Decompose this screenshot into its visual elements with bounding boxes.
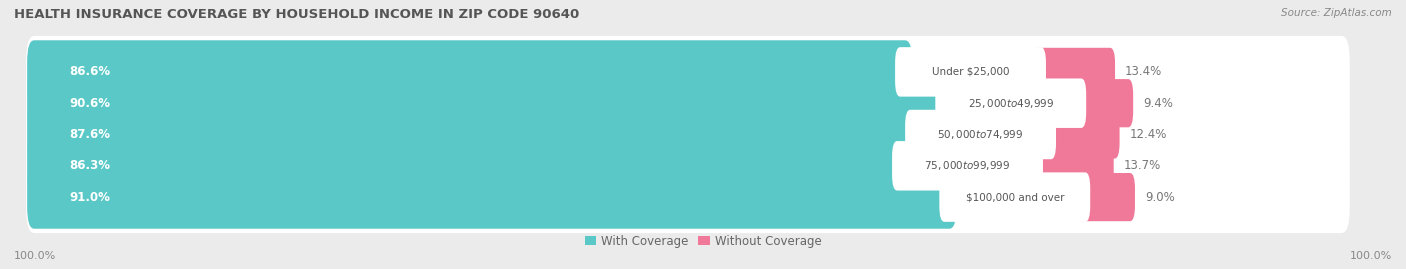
FancyBboxPatch shape [27,36,1350,108]
FancyBboxPatch shape [27,134,910,197]
Text: 12.4%: 12.4% [1129,128,1167,141]
FancyBboxPatch shape [27,103,922,166]
Text: $75,000 to $99,999: $75,000 to $99,999 [924,159,1011,172]
FancyBboxPatch shape [27,161,1350,233]
Text: 100.0%: 100.0% [14,251,56,261]
Text: 86.3%: 86.3% [69,159,111,172]
Text: $100,000 and over: $100,000 and over [966,192,1064,202]
Text: 9.0%: 9.0% [1144,191,1175,204]
Text: 90.6%: 90.6% [69,97,111,110]
FancyBboxPatch shape [27,72,952,135]
FancyBboxPatch shape [1076,173,1135,221]
Text: 13.4%: 13.4% [1125,65,1163,78]
Text: HEALTH INSURANCE COVERAGE BY HOUSEHOLD INCOME IN ZIP CODE 90640: HEALTH INSURANCE COVERAGE BY HOUSEHOLD I… [14,8,579,21]
Legend: With Coverage, Without Coverage: With Coverage, Without Coverage [579,230,827,253]
FancyBboxPatch shape [1031,48,1115,96]
Text: 86.6%: 86.6% [69,65,111,78]
FancyBboxPatch shape [27,40,912,104]
FancyBboxPatch shape [27,130,1350,202]
Text: 87.6%: 87.6% [69,128,111,141]
FancyBboxPatch shape [27,165,956,229]
Text: 100.0%: 100.0% [1350,251,1392,261]
FancyBboxPatch shape [896,47,1046,97]
Text: Under $25,000: Under $25,000 [932,67,1010,77]
FancyBboxPatch shape [905,110,1056,159]
FancyBboxPatch shape [939,172,1090,222]
Text: $50,000 to $74,999: $50,000 to $74,999 [938,128,1024,141]
FancyBboxPatch shape [27,98,1350,171]
FancyBboxPatch shape [1040,110,1119,159]
FancyBboxPatch shape [1071,79,1133,127]
FancyBboxPatch shape [935,79,1087,128]
Text: Source: ZipAtlas.com: Source: ZipAtlas.com [1281,8,1392,18]
FancyBboxPatch shape [1028,142,1114,190]
FancyBboxPatch shape [27,67,1350,139]
FancyBboxPatch shape [891,141,1043,190]
Text: $25,000 to $49,999: $25,000 to $49,999 [967,97,1054,110]
Text: 13.7%: 13.7% [1123,159,1161,172]
Text: 9.4%: 9.4% [1143,97,1173,110]
Text: 91.0%: 91.0% [69,191,110,204]
